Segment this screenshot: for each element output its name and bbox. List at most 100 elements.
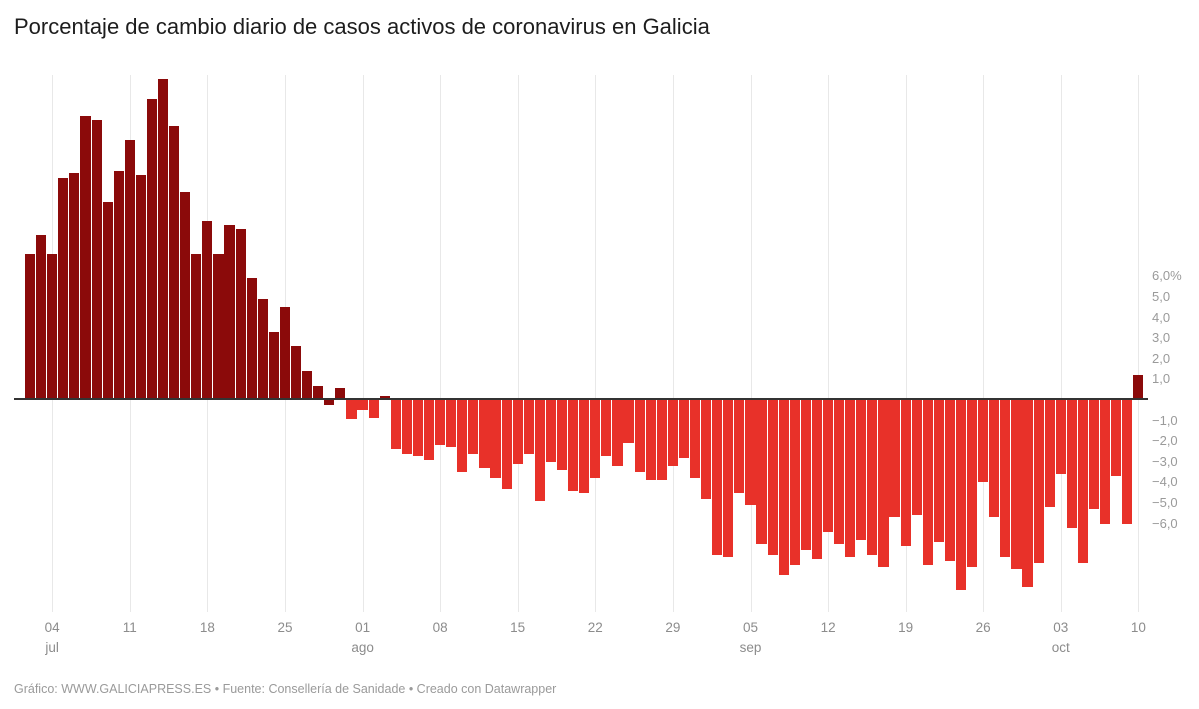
bar[interactable] [390, 400, 401, 450]
bar[interactable] [490, 400, 501, 479]
bar[interactable] [568, 400, 579, 491]
bar[interactable] [512, 400, 523, 464]
bar[interactable] [379, 395, 390, 400]
bar[interactable] [1033, 400, 1044, 563]
bar[interactable] [1011, 400, 1022, 569]
bar[interactable] [224, 224, 235, 400]
bar[interactable] [545, 400, 557, 462]
bar[interactable] [1088, 400, 1100, 510]
bar[interactable] [723, 400, 734, 557]
bar[interactable] [1066, 400, 1077, 528]
bar[interactable] [811, 400, 823, 559]
bar[interactable] [457, 400, 468, 473]
bar[interactable] [25, 253, 36, 400]
bar[interactable] [678, 400, 690, 458]
bar[interactable] [556, 400, 568, 471]
bar[interactable] [989, 400, 1000, 518]
bar[interactable] [1133, 375, 1144, 400]
bar[interactable] [845, 400, 856, 557]
bar[interactable] [922, 400, 933, 565]
bar[interactable] [523, 400, 534, 454]
bar[interactable] [346, 400, 357, 419]
bar[interactable] [1111, 400, 1122, 477]
bar[interactable] [290, 346, 302, 400]
bar[interactable] [1022, 400, 1033, 588]
bar[interactable] [789, 400, 800, 565]
bar[interactable] [712, 400, 723, 555]
bar[interactable] [501, 400, 512, 489]
bar[interactable] [911, 400, 922, 516]
bar[interactable] [623, 400, 634, 444]
bar[interactable] [124, 140, 135, 400]
bar[interactable] [368, 400, 379, 418]
bar[interactable] [158, 78, 169, 400]
bar[interactable] [169, 126, 180, 400]
bar[interactable] [213, 253, 224, 400]
bar[interactable] [58, 177, 69, 400]
bar[interactable] [701, 400, 712, 499]
bar[interactable] [612, 400, 623, 466]
bar[interactable] [834, 400, 845, 545]
bar[interactable] [601, 400, 612, 456]
bar[interactable] [47, 253, 58, 400]
bar[interactable] [468, 400, 479, 454]
bar[interactable] [1000, 400, 1011, 557]
bar[interactable] [756, 400, 767, 545]
bar[interactable] [689, 400, 701, 479]
bar[interactable] [778, 400, 789, 576]
bar[interactable] [734, 400, 745, 493]
bar[interactable] [889, 400, 900, 518]
bar[interactable] [800, 400, 811, 551]
bar[interactable] [113, 171, 124, 400]
bar[interactable] [1100, 400, 1111, 524]
bar[interactable] [235, 229, 246, 400]
bar[interactable] [91, 119, 102, 400]
bar[interactable] [446, 400, 457, 448]
bar[interactable] [867, 400, 878, 555]
bar[interactable] [656, 400, 667, 481]
bar[interactable] [822, 400, 834, 532]
bar[interactable] [191, 253, 202, 400]
bar[interactable] [1055, 400, 1066, 475]
bar[interactable] [357, 400, 368, 411]
bar[interactable] [69, 173, 80, 400]
bar[interactable] [534, 400, 545, 501]
bar[interactable] [135, 175, 146, 400]
bar[interactable] [634, 400, 645, 473]
bar[interactable] [313, 385, 324, 400]
bar[interactable] [900, 400, 911, 547]
bar[interactable] [146, 99, 158, 400]
bar[interactable] [246, 278, 257, 400]
bar[interactable] [667, 400, 678, 466]
bar[interactable] [335, 387, 346, 400]
bar[interactable] [1044, 400, 1055, 508]
bar[interactable] [933, 400, 944, 543]
bar[interactable] [579, 400, 590, 493]
bar[interactable] [80, 115, 91, 400]
bar[interactable] [745, 400, 756, 506]
bar[interactable] [590, 400, 601, 479]
bar[interactable] [944, 400, 956, 561]
bar[interactable] [36, 235, 47, 400]
bar[interactable] [202, 220, 213, 400]
bar[interactable] [401, 400, 412, 454]
bar[interactable] [102, 202, 113, 400]
bar[interactable] [435, 400, 446, 446]
bar[interactable] [302, 371, 313, 400]
bar[interactable] [423, 400, 435, 460]
bar[interactable] [1122, 400, 1133, 524]
bar[interactable] [955, 400, 967, 590]
bar[interactable] [324, 400, 335, 406]
bar[interactable] [856, 400, 867, 541]
bar[interactable] [978, 400, 989, 483]
bar[interactable] [412, 400, 424, 456]
bar[interactable] [279, 307, 291, 400]
bar[interactable] [479, 400, 490, 468]
bar[interactable] [257, 299, 268, 400]
bar[interactable] [878, 400, 889, 567]
bar[interactable] [767, 400, 778, 555]
bar[interactable] [268, 332, 279, 400]
bar[interactable] [645, 400, 656, 481]
bar[interactable] [180, 191, 191, 400]
bar[interactable] [1077, 400, 1089, 563]
